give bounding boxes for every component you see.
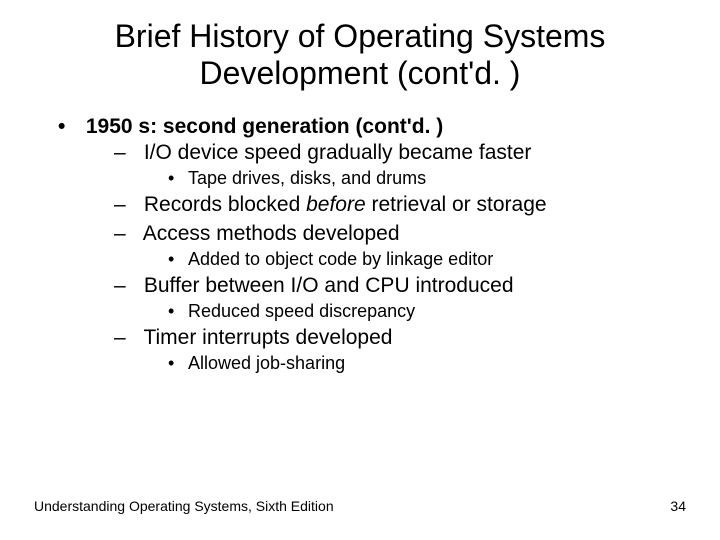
bullet-list: Reduced speed discrepancy bbox=[138, 300, 680, 323]
footer-left: Understanding Operating Systems, Sixth E… bbox=[34, 498, 334, 514]
bullet-list: I/O device speed gradually became faster… bbox=[80, 140, 680, 375]
list-item: I/O device speed gradually became faster… bbox=[114, 140, 680, 190]
list-item: Access methods developed Added to object… bbox=[114, 221, 680, 271]
slide-title: Brief History of Operating Systems Devel… bbox=[40, 18, 680, 92]
list-item: Records blocked before retrieval or stor… bbox=[114, 192, 680, 219]
list-item: 1950 s: second generation (cont'd. ) I/O… bbox=[58, 114, 680, 375]
slide-content: 1950 s: second generation (cont'd. ) I/O… bbox=[40, 114, 680, 375]
bullet-list: Added to object code by linkage editor bbox=[138, 248, 680, 271]
bullet-text: I/O device speed gradually became faster bbox=[144, 141, 532, 164]
bullet-text: Timer interrupts developed bbox=[143, 326, 392, 349]
bullet-text-pre: Records blocked bbox=[144, 193, 306, 216]
bullet-list: Allowed job-sharing bbox=[138, 352, 680, 375]
bullet-list: Tape drives, disks, and drums bbox=[138, 167, 680, 190]
list-item: Allowed job-sharing bbox=[168, 352, 680, 375]
bullet-text-em: before bbox=[306, 193, 366, 216]
list-item: Buffer between I/O and CPU introduced Re… bbox=[114, 273, 680, 323]
title-line-2: Development (cont'd. ) bbox=[200, 55, 521, 91]
bullet-text: Allowed job-sharing bbox=[188, 353, 345, 373]
list-item: Tape drives, disks, and drums bbox=[168, 167, 680, 190]
bullet-text: Added to object code by linkage editor bbox=[188, 249, 493, 269]
bullet-text-post: retrieval or storage bbox=[366, 193, 547, 216]
bullet-list: 1950 s: second generation (cont'd. ) I/O… bbox=[40, 114, 680, 375]
bullet-text: Buffer between I/O and CPU introduced bbox=[144, 274, 514, 297]
slide: Brief History of Operating Systems Devel… bbox=[0, 0, 720, 540]
bullet-text: Tape drives, disks, and drums bbox=[188, 168, 426, 188]
page-number: 34 bbox=[670, 498, 686, 514]
bullet-text: Access methods developed bbox=[143, 222, 400, 245]
list-item: Reduced speed discrepancy bbox=[168, 300, 680, 323]
slide-footer: Understanding Operating Systems, Sixth E… bbox=[34, 498, 686, 514]
bullet-text: Reduced speed discrepancy bbox=[188, 301, 415, 321]
heading-text: 1950 s: second generation (cont'd. ) bbox=[86, 115, 443, 138]
title-line-1: Brief History of Operating Systems bbox=[115, 18, 606, 54]
list-item: Timer interrupts developed Allowed job-s… bbox=[114, 325, 680, 375]
list-item: Added to object code by linkage editor bbox=[168, 248, 680, 271]
